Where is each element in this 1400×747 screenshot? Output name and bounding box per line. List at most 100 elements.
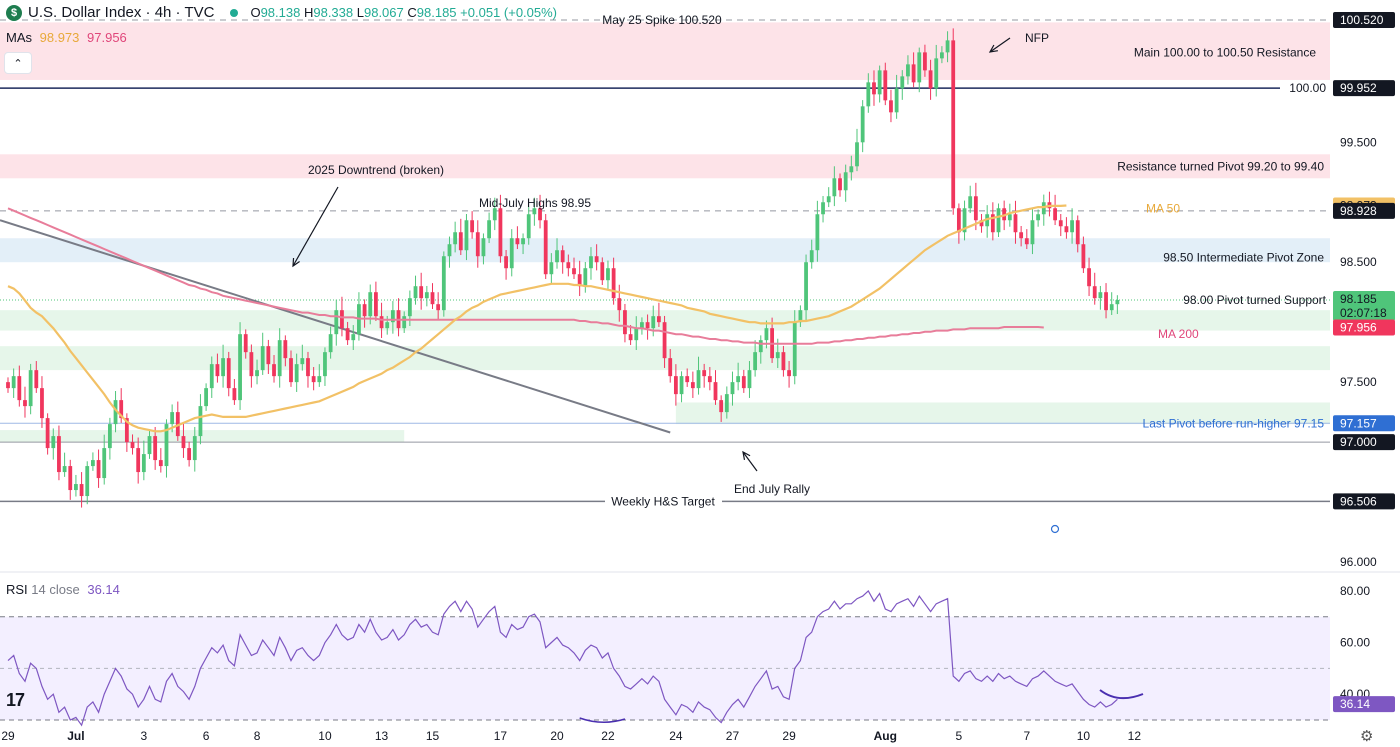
- candle: [543, 220, 548, 275]
- symbol-header[interactable]: $ U.S. Dollar Index · 4h · TVC O98.138 H…: [6, 4, 557, 21]
- time-axis-tick: 27: [726, 729, 740, 743]
- candle: [707, 376, 712, 383]
- price-label-text: 96.506: [1340, 494, 1377, 508]
- rsi-legend[interactable]: RSI 14 close 36.14: [6, 582, 120, 597]
- ohlc-readout: O98.138 H98.338 L98.067 C98.185 +0.051 (…: [250, 5, 558, 20]
- price-label-99.952: [1333, 80, 1395, 97]
- price-label-97.956: [1333, 319, 1395, 336]
- tradingview-logo-icon[interactable]: 17: [6, 690, 25, 710]
- candle: [492, 208, 497, 221]
- end-july-arrow-head: [742, 450, 751, 460]
- candle: [289, 358, 293, 383]
- hs-target-label: Weekly H&S Target: [611, 494, 715, 508]
- candle: [458, 232, 463, 251]
- candle: [323, 352, 327, 377]
- candle: [985, 214, 990, 227]
- nfp-arrow: [989, 37, 1011, 53]
- candle: [628, 334, 633, 341]
- candle: [685, 376, 690, 383]
- candle: [436, 304, 441, 311]
- event-marker-icon: [1050, 524, 1060, 534]
- level-100-label: 100.00: [1289, 81, 1326, 95]
- candle: [645, 322, 650, 329]
- candle: [379, 316, 384, 329]
- time-axis-tick: 15: [426, 729, 440, 743]
- candle: [453, 232, 458, 245]
- candle: [990, 214, 995, 233]
- zone-pivot-2: [0, 238, 1330, 263]
- gear-icon[interactable]: ⚙: [1360, 728, 1374, 745]
- mas-legend[interactable]: MAs 98.973 97.956: [6, 30, 127, 45]
- candle: [736, 376, 741, 383]
- candle: [555, 250, 559, 263]
- candle: [390, 310, 395, 323]
- candle: [526, 214, 531, 239]
- candle: [724, 394, 729, 413]
- candle: [345, 328, 350, 341]
- candle: [849, 166, 854, 173]
- price-label-text: 36.14: [1340, 697, 1370, 711]
- downtrend-label: 2025 Downtrend (broken): [308, 163, 444, 177]
- time-axis-tick: 6: [203, 729, 210, 743]
- candle: [255, 370, 259, 377]
- candle: [764, 328, 769, 341]
- candle: [1024, 238, 1029, 245]
- price-axis-tick: 96.000: [1340, 555, 1377, 569]
- candle: [1115, 299, 1120, 305]
- zone-support-5: [675, 402, 1330, 425]
- candle: [583, 268, 588, 287]
- candle: [147, 436, 152, 455]
- candle: [34, 370, 39, 389]
- candle: [515, 238, 520, 245]
- candle: [1064, 226, 1069, 233]
- candle: [1081, 244, 1086, 269]
- candle: [866, 82, 871, 107]
- candle: [130, 442, 135, 449]
- candle: [826, 196, 831, 203]
- candle: [843, 172, 848, 191]
- candle: [402, 316, 407, 329]
- candle: [272, 364, 276, 377]
- candle: [40, 388, 44, 419]
- candle: [334, 310, 339, 335]
- ma200-line: [7, 207, 1044, 345]
- candle: [407, 298, 412, 317]
- candle: [538, 208, 542, 221]
- time-axis-tick: 29: [782, 729, 796, 743]
- price-axis-tick: 98.500: [1340, 255, 1377, 269]
- candle: [696, 370, 701, 389]
- intermediate-pivot-label: 98.50 Intermediate Pivot Zone: [1163, 250, 1324, 264]
- candle: [204, 388, 208, 407]
- candle: [679, 376, 684, 395]
- candle: [973, 196, 978, 221]
- price-label-97.157: [1333, 415, 1395, 432]
- zone-resistance-0: [0, 22, 1330, 80]
- symbol-title[interactable]: U.S. Dollar Index · 4h · TVC: [28, 4, 215, 21]
- candle: [673, 376, 678, 395]
- candle: [175, 412, 180, 437]
- candle: [164, 424, 169, 467]
- rsi-low-curve: [579, 717, 626, 723]
- candle: [781, 352, 786, 371]
- candle: [28, 370, 33, 407]
- candle: [238, 334, 242, 401]
- collapse-legend-button[interactable]: ⌃: [4, 52, 32, 74]
- candle: [1070, 220, 1074, 233]
- candle: [911, 64, 916, 83]
- candle: [753, 352, 758, 371]
- candle: [85, 466, 90, 497]
- price-label-text: 98.928: [1340, 204, 1377, 218]
- candle: [809, 250, 814, 263]
- candle: [815, 214, 820, 251]
- ma50-label: MA 50: [1146, 201, 1180, 215]
- time-axis-tick: 8: [254, 729, 261, 743]
- candle: [277, 340, 282, 377]
- candle: [107, 424, 112, 449]
- candle: [504, 256, 508, 269]
- candle: [1019, 232, 1024, 239]
- candle: [430, 292, 435, 305]
- rsi-axis-tick: 60.00: [1340, 636, 1370, 650]
- candle: [68, 466, 73, 491]
- downtrend-arrow-head: [292, 257, 300, 268]
